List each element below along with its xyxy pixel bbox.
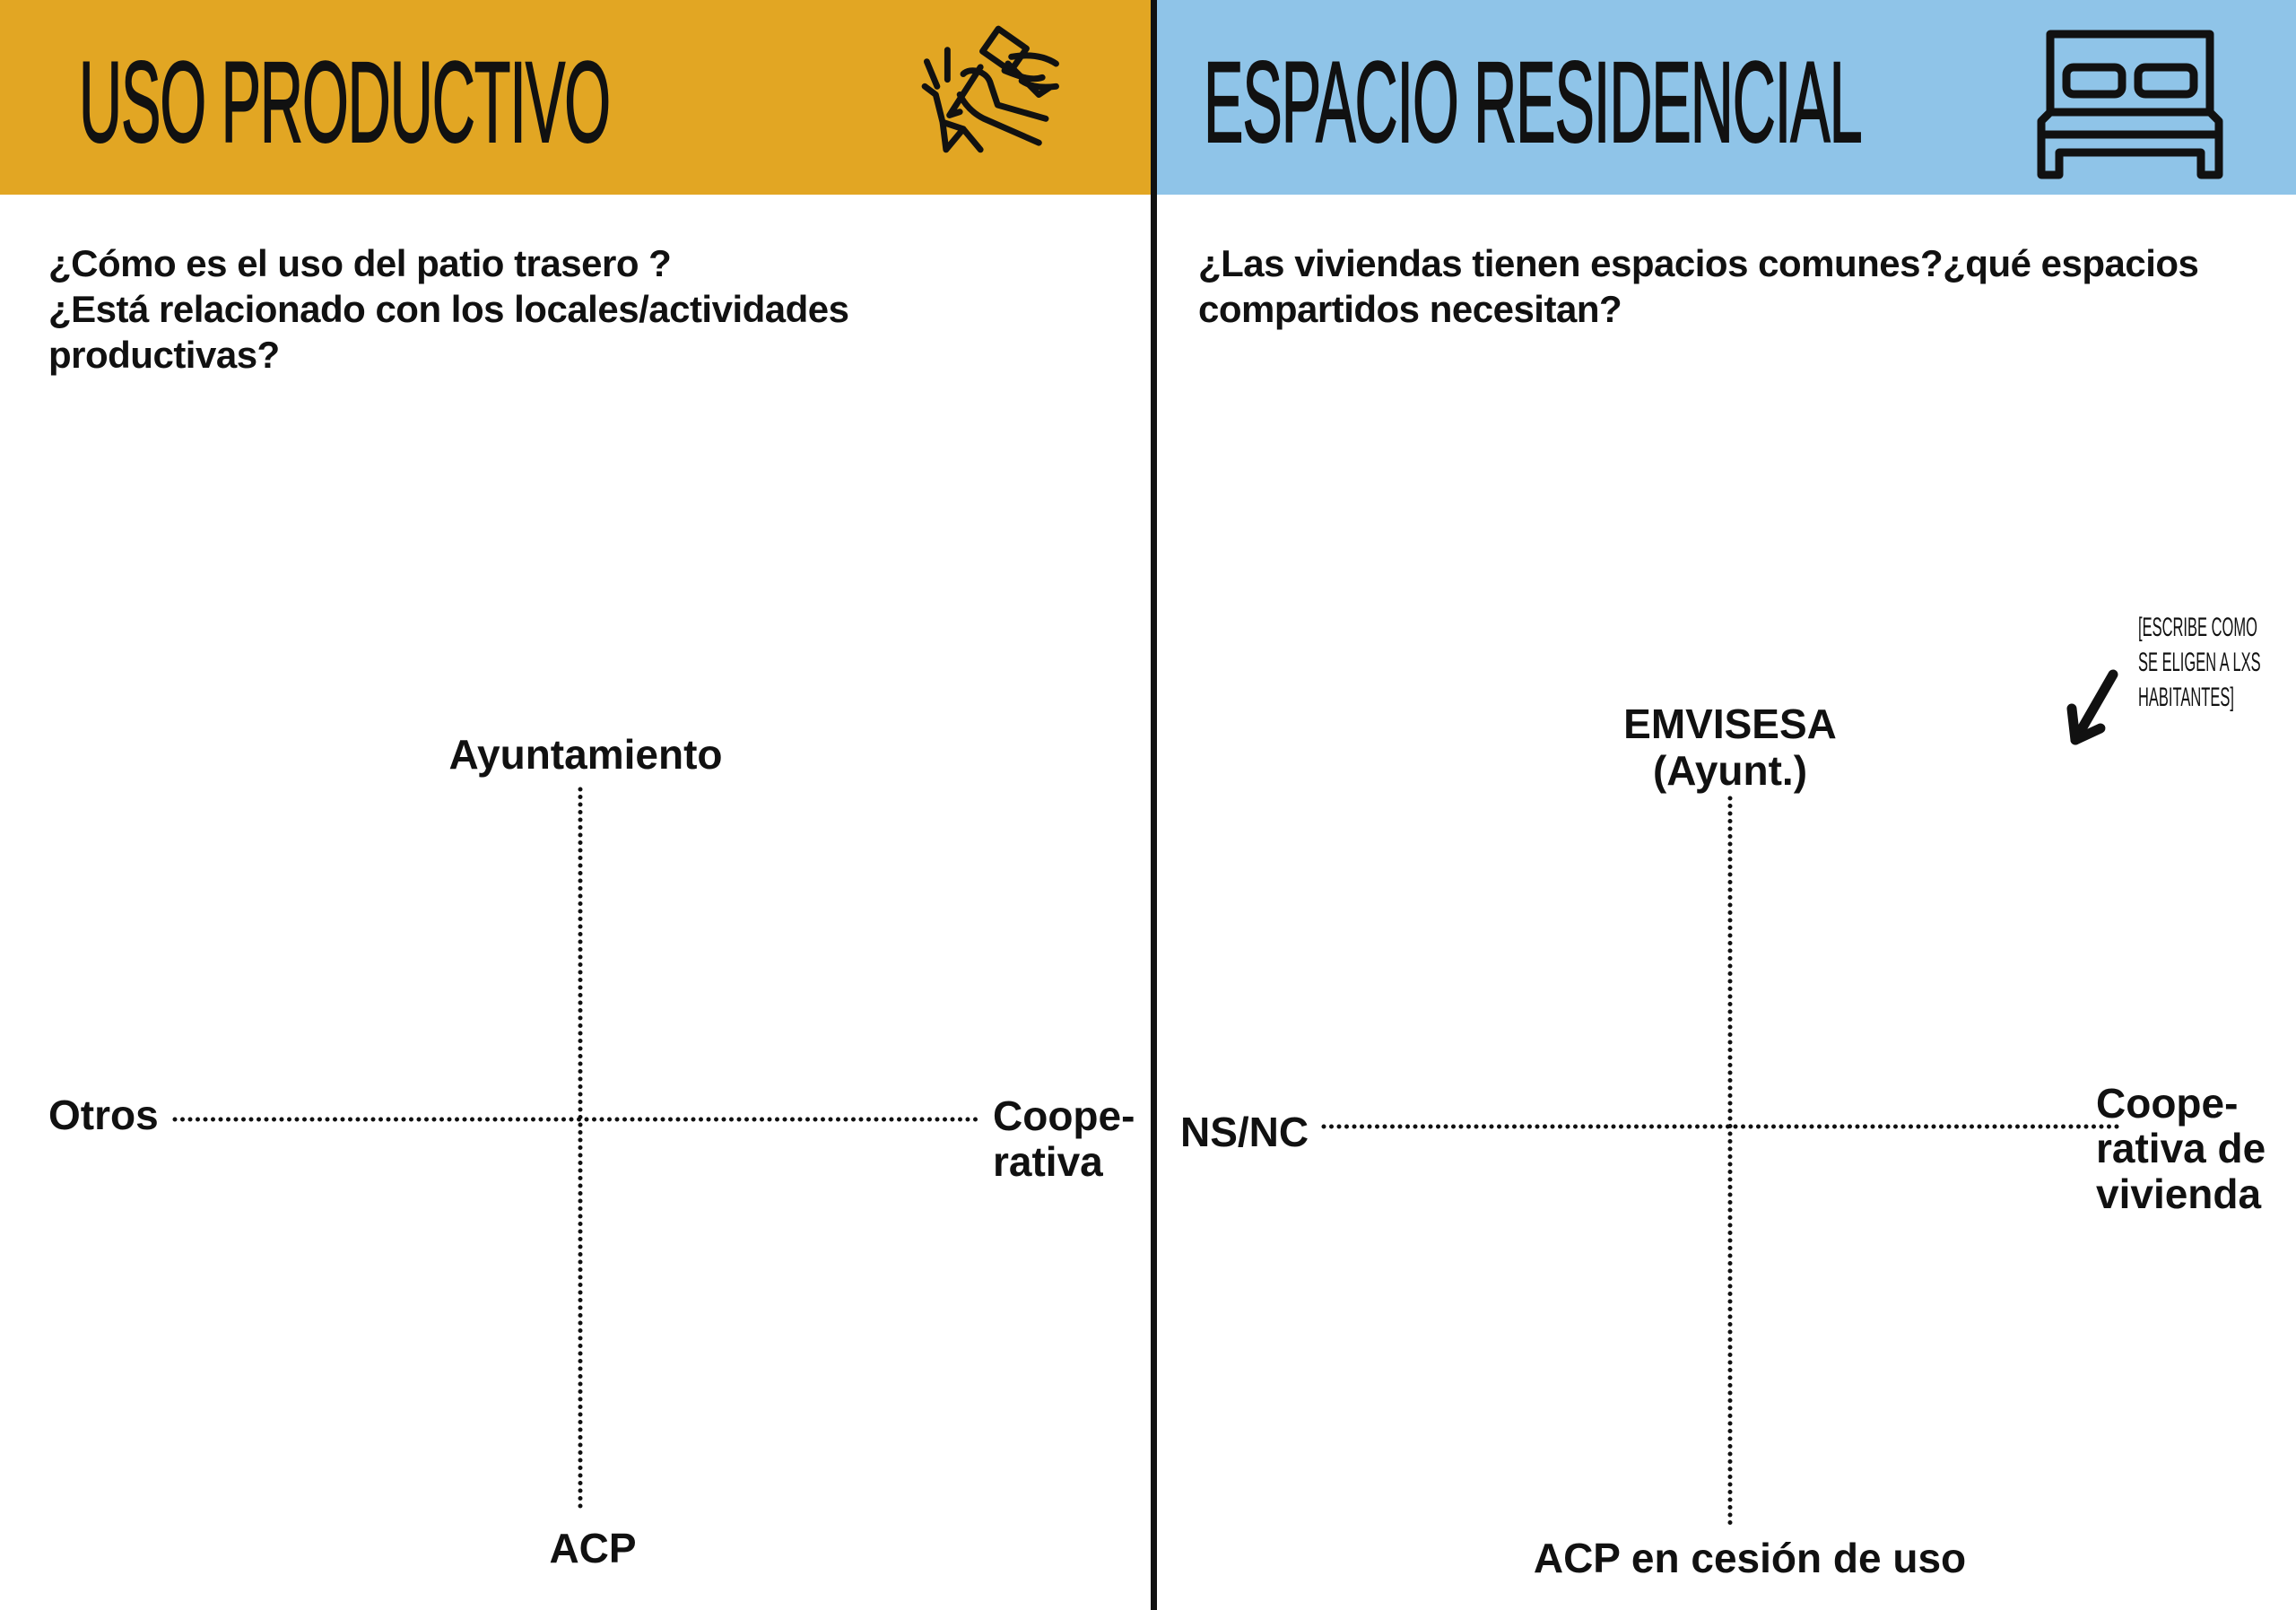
right-axis-left-label: NS/NC bbox=[1180, 1109, 1309, 1155]
right-question-line-1: ¿Las viviendas tienen espacios comunes?¿… bbox=[1198, 242, 2199, 284]
right-axis-top-label-2: (Ayunt.) bbox=[1652, 747, 1808, 794]
right-axis-right-label-1: Coope- bbox=[2096, 1080, 2239, 1127]
right-title: ESPACIO RESIDENCIAL bbox=[1203, 38, 1863, 168]
hands-hammer-chisel-icon bbox=[921, 25, 1059, 153]
right-axis-right-label-3: vivienda bbox=[2096, 1171, 2262, 1217]
left-title: USO PRODUCTIVO bbox=[78, 38, 611, 168]
right-axis-right-label-2: rativa de bbox=[2096, 1125, 2266, 1171]
right-axis-bottom-label: ACP en cesión de uso bbox=[1533, 1535, 1967, 1581]
note-line-1: [ESCRIBE COMO bbox=[2138, 613, 2257, 642]
left-question-line-3: productivas? bbox=[48, 334, 280, 376]
arrow-down-left-icon bbox=[2066, 669, 2118, 745]
left-axis-right-label-2: rativa bbox=[993, 1138, 1103, 1185]
note-line-2: SE ELIGEN A LXS bbox=[2138, 648, 2261, 677]
left-question-line-2: ¿Está relacionado con los locales/activi… bbox=[48, 288, 849, 330]
note-line-3: HABITANTES] bbox=[2138, 683, 2234, 712]
left-axis-bottom-label: ACP bbox=[549, 1525, 637, 1571]
left-axis-left-label: Otros bbox=[48, 1092, 159, 1138]
left-axis-right-label-1: Coope- bbox=[993, 1092, 1135, 1139]
left-axis-top-label: Ayuntamiento bbox=[448, 731, 723, 778]
bed-icon bbox=[2037, 30, 2223, 179]
left-question-line-1: ¿Cómo es el uso del patio trasero ? bbox=[48, 242, 672, 284]
instruction-note: [ESCRIBE COMO SE ELIGEN A LXS HABITANTES… bbox=[2138, 610, 2261, 715]
right-question-line-2: compartidos necesitan? bbox=[1198, 288, 1622, 330]
center-divider bbox=[1151, 0, 1157, 1610]
right-axis-top-label-1: EMVISESA bbox=[1623, 701, 1837, 747]
